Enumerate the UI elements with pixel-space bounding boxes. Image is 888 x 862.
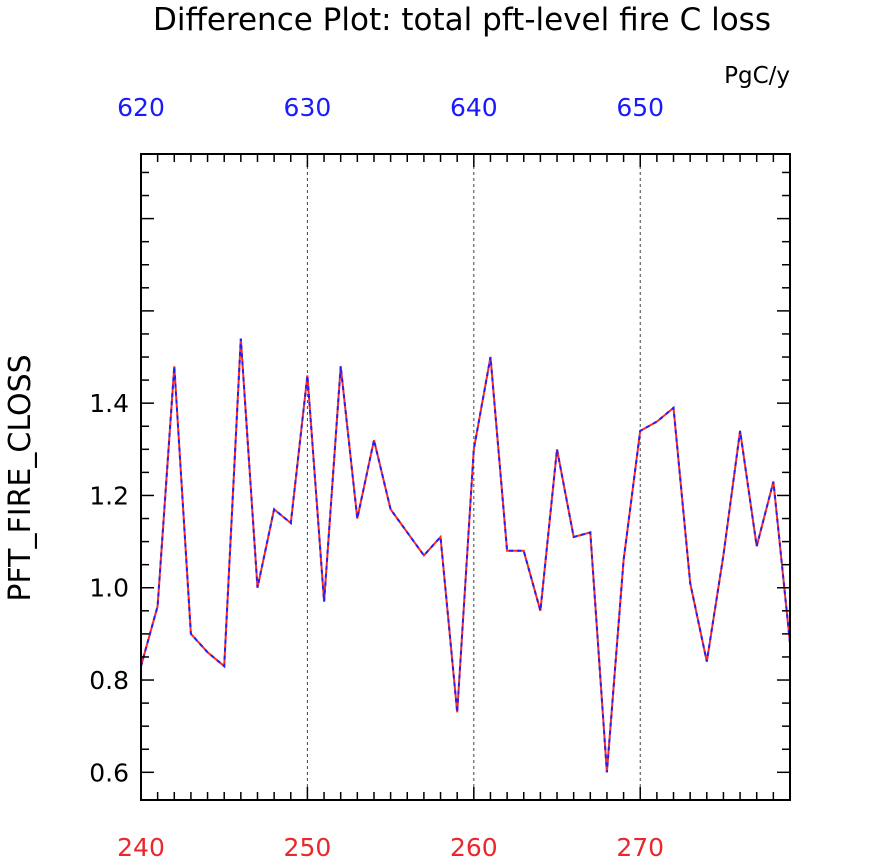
units-label: PgC/y bbox=[724, 63, 790, 89]
x-tick-label-top: 620 bbox=[117, 93, 165, 122]
y-tick-label: 1.2 bbox=[89, 481, 129, 510]
y-axis-label: PFT_FIRE_CLOSS bbox=[3, 354, 38, 601]
x-tick-label-top: 640 bbox=[450, 93, 498, 122]
series-line bbox=[140, 338, 791, 773]
series-lines bbox=[140, 338, 791, 773]
axis-ticks bbox=[140, 154, 791, 800]
x-tick-label-top: 650 bbox=[616, 93, 664, 122]
x-tick-label-bottom: 270 bbox=[616, 833, 664, 862]
x-tick-label-top: 630 bbox=[284, 93, 332, 122]
y-tick-label: 1.0 bbox=[89, 574, 129, 603]
y-tick-label: 1.4 bbox=[89, 389, 129, 418]
y-tick-label: 0.6 bbox=[89, 758, 129, 787]
grid-lines bbox=[306, 154, 641, 800]
chart-title: Difference Plot: total pft-level fire C … bbox=[153, 2, 771, 38]
plot-frame bbox=[140, 153, 791, 801]
y-tick-label: 0.8 bbox=[89, 666, 129, 695]
x-tick-label-bottom: 240 bbox=[117, 833, 165, 862]
tick-labels: 0.6 0.8 1.0 1.2 1.4 240 250 260 270 620 630 640 650 bbox=[89, 93, 664, 862]
x-tick-label-bottom: 260 bbox=[450, 833, 498, 862]
x-tick-label-bottom: 250 bbox=[284, 833, 332, 862]
